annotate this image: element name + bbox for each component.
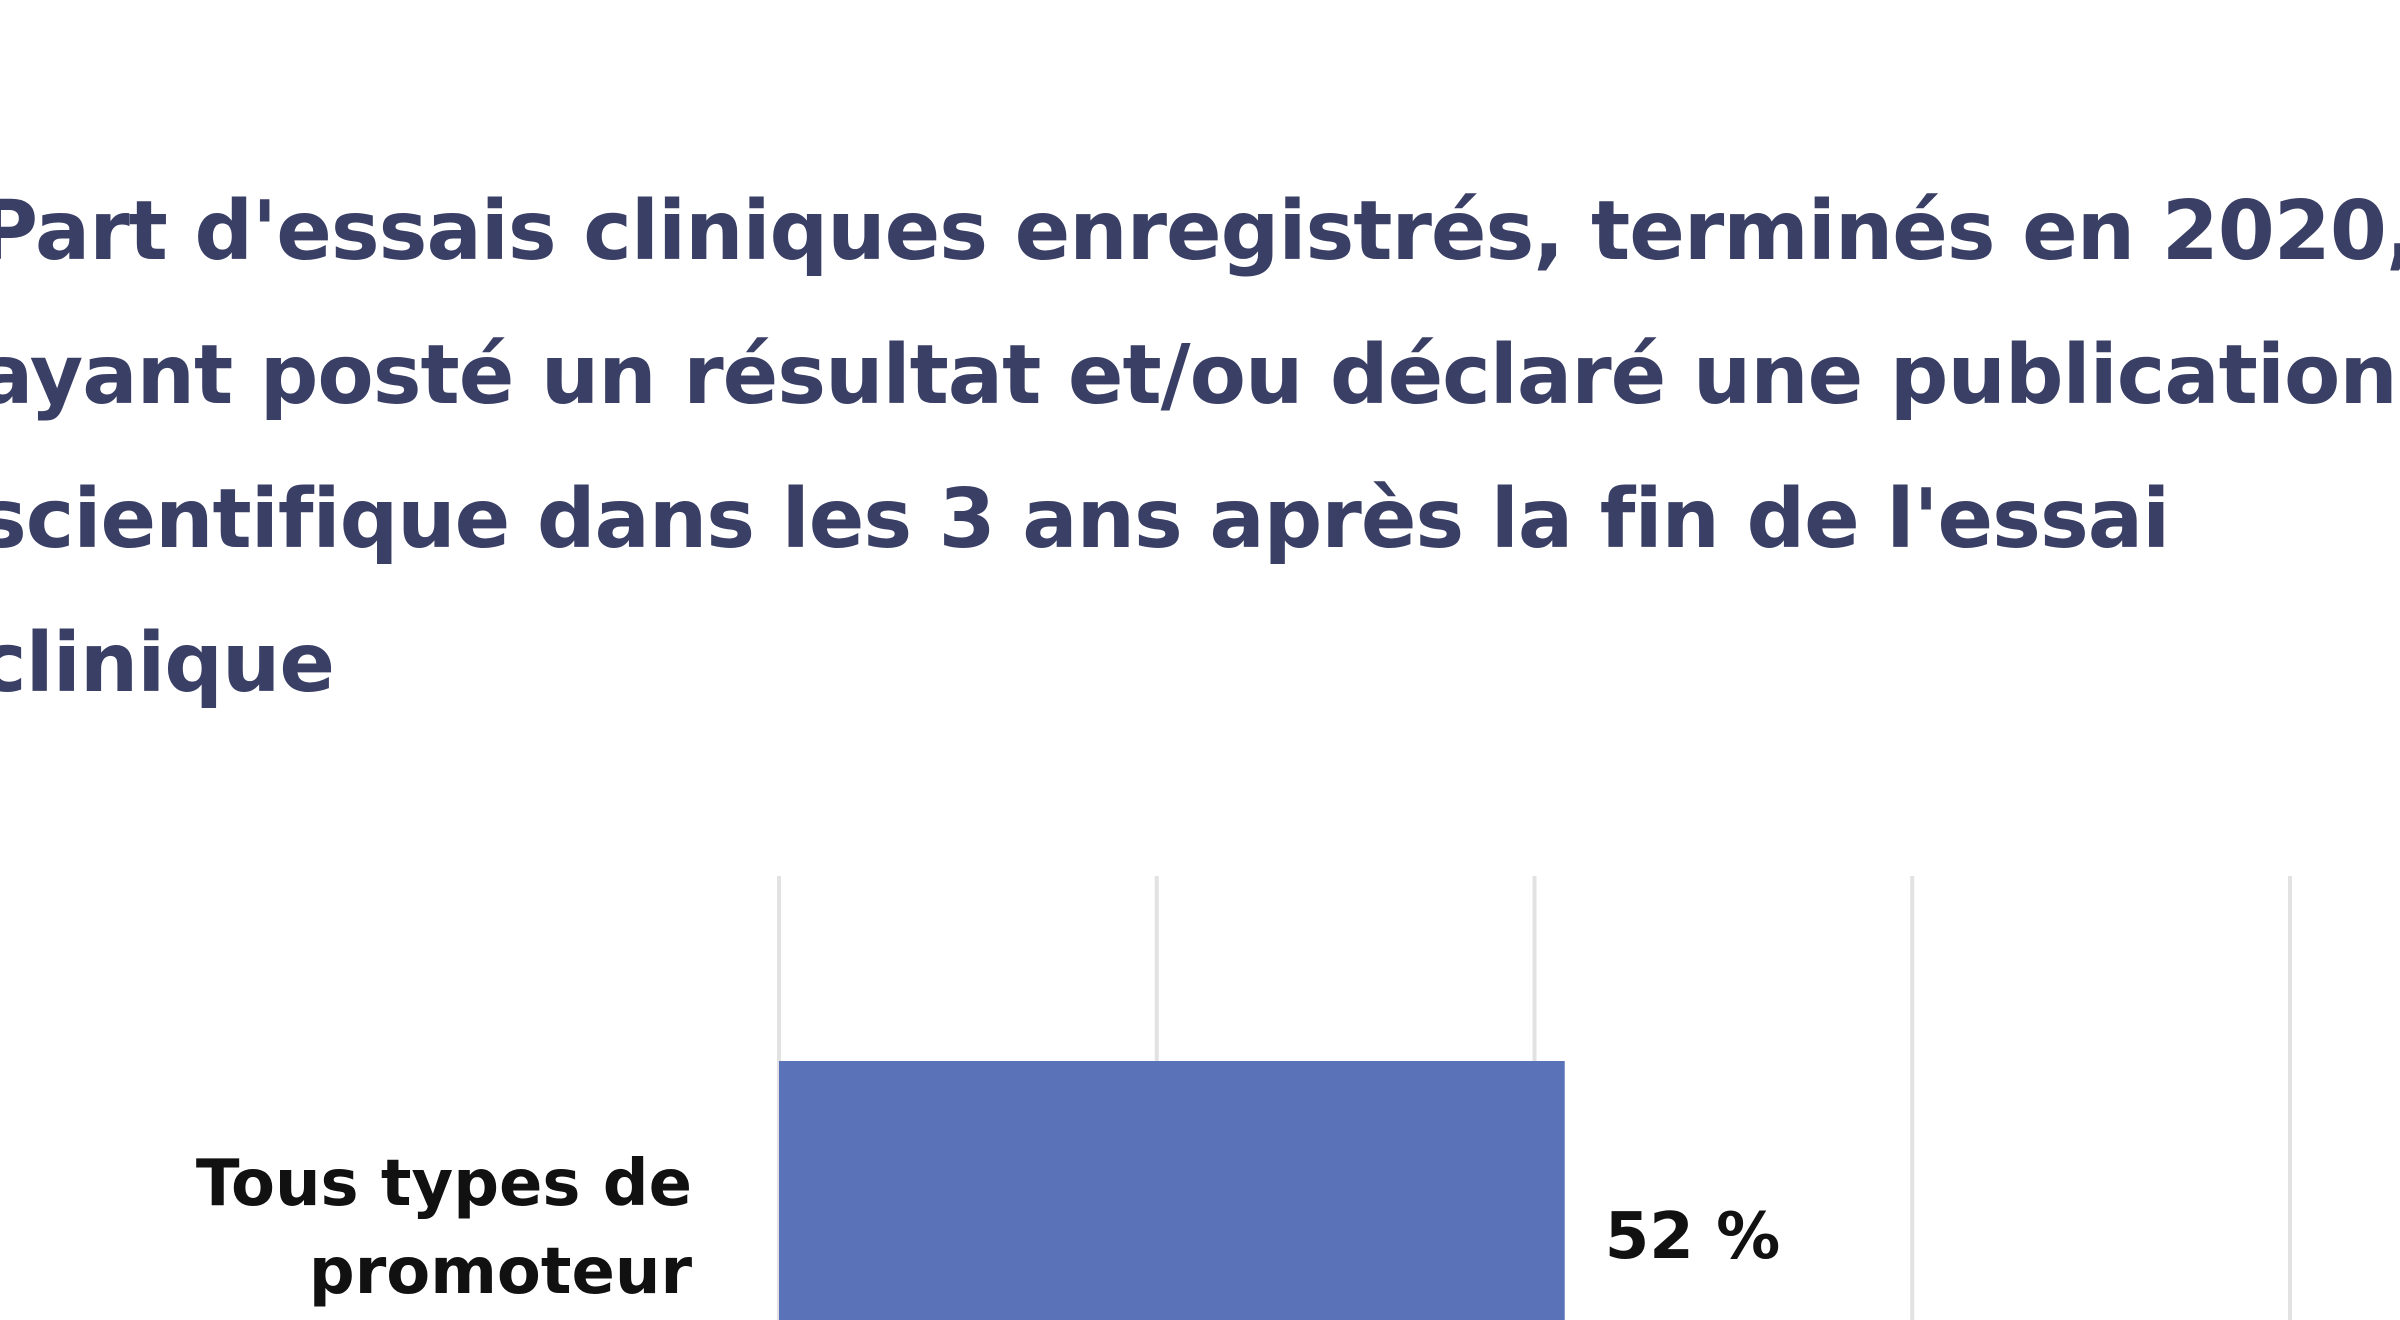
value-label: 52 % [1604, 1200, 1781, 1274]
chart-title: Part d'essais cliniques enregistrés, ter… [0, 184, 2400, 711]
y-tick-label: Tous types de promoteur [195, 1147, 692, 1309]
bar [779, 1061, 1565, 1320]
